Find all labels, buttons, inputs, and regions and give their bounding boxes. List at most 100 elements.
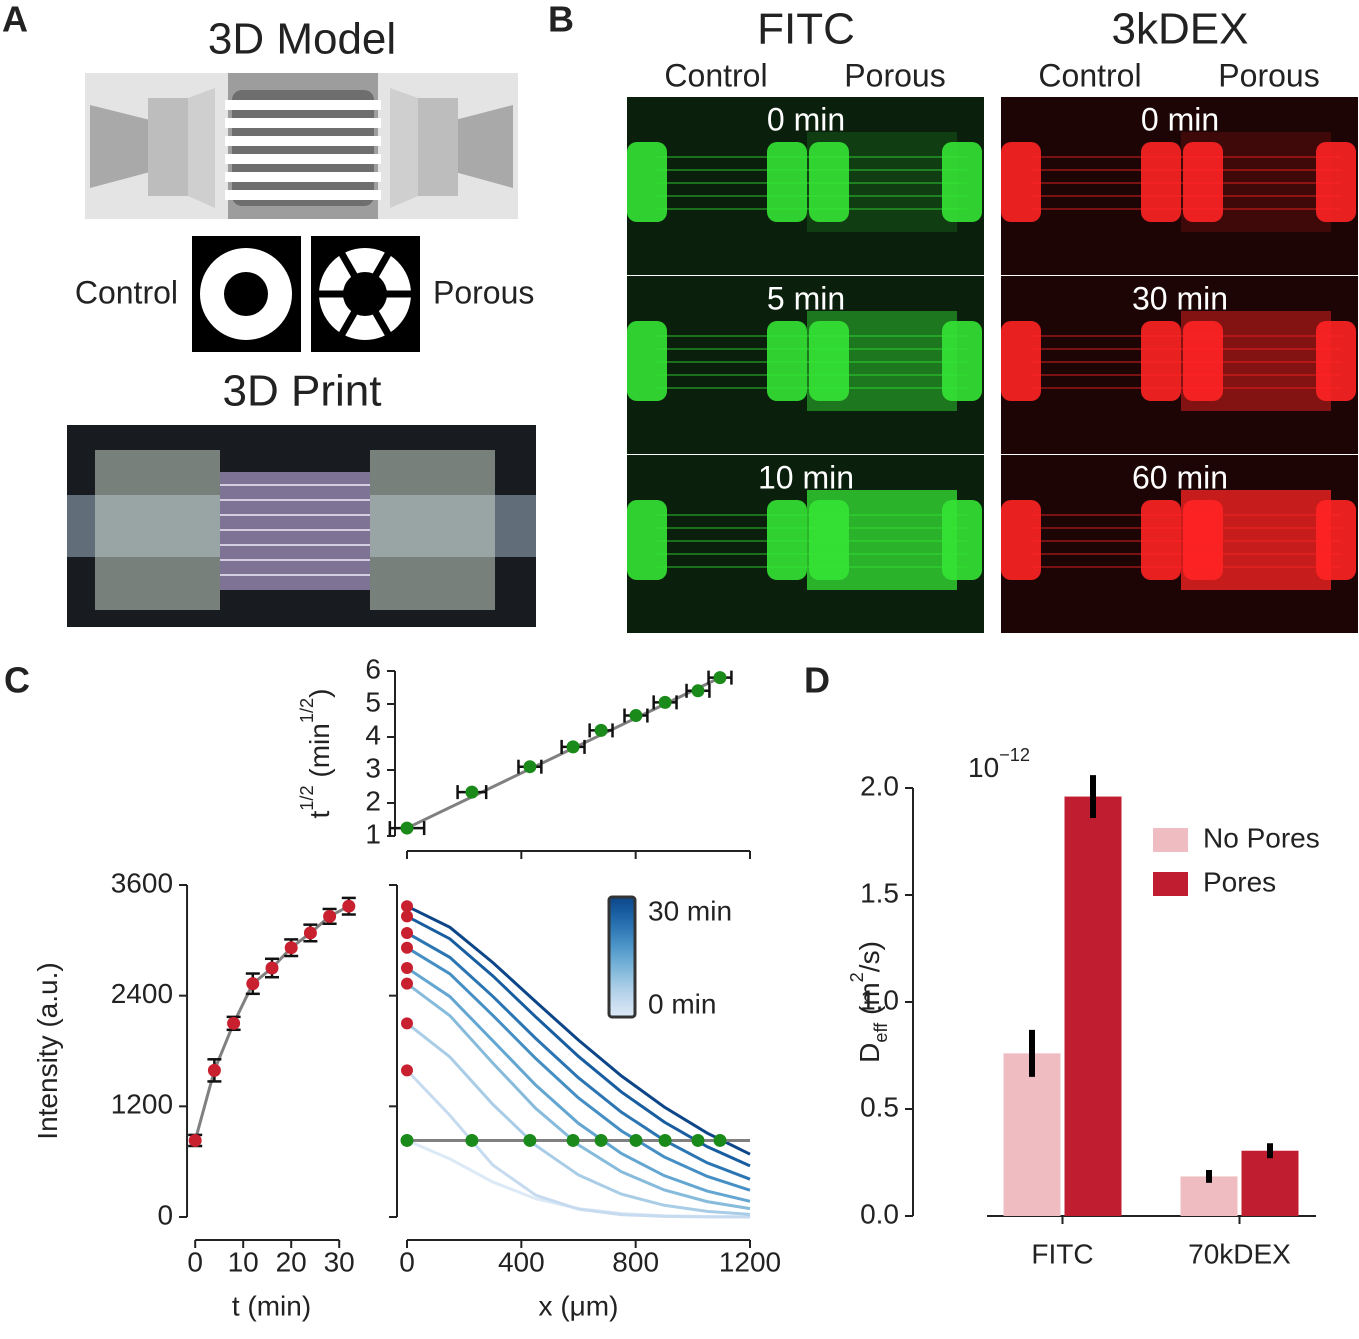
chamber-glow <box>1183 500 1223 580</box>
panel-label: A <box>2 0 28 40</box>
label-part: /s) <box>854 941 885 972</box>
x-tick-label: 10 <box>228 1246 259 1277</box>
point <box>227 1016 241 1030</box>
chamber-glow <box>1001 142 1041 222</box>
chamber-glow <box>1316 500 1356 580</box>
chamber-glow <box>767 321 807 401</box>
y-tick-label: 0.0 <box>860 1198 899 1229</box>
panel-label: C <box>4 660 30 701</box>
chamber-glow <box>809 500 849 580</box>
point <box>303 926 317 940</box>
chamber-glow <box>1001 321 1041 401</box>
point <box>342 899 356 913</box>
connector <box>455 105 513 188</box>
bar <box>1241 1150 1299 1216</box>
x-tick-label: FITC <box>1031 1238 1093 1269</box>
y-tick-label: 1.5 <box>860 877 899 908</box>
surface-point <box>401 910 413 923</box>
point <box>566 740 580 754</box>
label-part: Intensity (a.u.) <box>32 962 63 1139</box>
y-tick-label: 2.0 <box>860 770 899 801</box>
time-label: 0 min <box>1141 101 1219 137</box>
label-part: ) <box>304 689 335 698</box>
y-tick-label: 0.5 <box>860 1091 899 1122</box>
y-tick-label: 5 <box>365 686 381 717</box>
group-title: 3kDEX <box>1112 5 1249 54</box>
print-photo <box>67 425 536 627</box>
front-point <box>629 1133 643 1147</box>
surface-point <box>401 1064 413 1077</box>
y-tick-label: 2 <box>365 785 381 816</box>
chamber-glow <box>767 142 807 222</box>
fluorescence-image <box>627 97 984 275</box>
connector <box>418 98 458 196</box>
point <box>658 695 672 709</box>
chamber-glow <box>1316 321 1356 401</box>
axis-label: t1/2 (min1/2) <box>297 689 336 819</box>
point <box>188 1133 202 1147</box>
point <box>465 785 479 799</box>
point <box>323 909 337 923</box>
bar <box>1180 1176 1238 1216</box>
fluorescence-image <box>1001 276 1358 454</box>
section-label: Control <box>75 274 178 310</box>
chamber-glow <box>809 142 849 222</box>
connector <box>148 98 188 196</box>
label-part: 10 <box>968 752 999 783</box>
chamber-glow <box>809 321 849 401</box>
y-tick-label: 1.0 <box>860 984 899 1015</box>
x-tick-label: 0 <box>187 1246 203 1277</box>
point <box>713 671 727 685</box>
panel-label: B <box>548 0 574 40</box>
control-lumen <box>224 272 268 316</box>
x-axis-label: x (μm) <box>539 1290 619 1321</box>
label-part: −12 <box>999 745 1030 765</box>
section-label: Porous <box>433 274 534 310</box>
chamber-glow <box>1141 142 1181 222</box>
y-tick-label: 3 <box>365 752 381 783</box>
y-tick-label: 0 <box>157 1199 173 1230</box>
x-tick-label: 20 <box>276 1246 307 1277</box>
label-part: 1/2 <box>297 785 317 810</box>
column-label: Porous <box>1218 57 1319 93</box>
x-tick-label: 0 <box>399 1246 415 1277</box>
x-tick-label: 30 <box>324 1246 355 1277</box>
front-point <box>566 1133 580 1147</box>
series-line <box>405 1069 751 1219</box>
y-tick-label: 4 <box>365 719 381 750</box>
chamber-glow <box>627 142 667 222</box>
front-point <box>691 1133 705 1147</box>
point <box>523 760 537 774</box>
front-point <box>713 1133 727 1147</box>
series-line <box>406 946 751 1192</box>
series-line <box>406 966 751 1203</box>
chamber-glow <box>1141 321 1181 401</box>
point <box>629 709 643 723</box>
surface-point <box>401 977 413 990</box>
axis-label: Deff (m2/s) <box>847 941 891 1063</box>
time-label: 30 min <box>1132 280 1228 316</box>
connector <box>188 88 215 208</box>
surface-point <box>401 941 413 954</box>
chamber-glow <box>1183 142 1223 222</box>
panel-label: D <box>804 660 830 701</box>
fluorescence-image <box>1001 97 1358 275</box>
series-line <box>406 904 751 1156</box>
series-line <box>193 904 350 1141</box>
point <box>207 1063 221 1077</box>
point <box>691 684 705 698</box>
bar <box>1064 796 1122 1216</box>
model-render <box>85 73 518 219</box>
column-label: Control <box>664 57 767 93</box>
fit-line <box>406 676 721 830</box>
y-tick-label: 1 <box>365 818 381 849</box>
x-tick-label: 400 <box>498 1246 545 1277</box>
surface-point <box>401 900 413 913</box>
bar <box>1003 1053 1061 1216</box>
column-label: Control <box>1038 57 1141 93</box>
series-line <box>406 1022 751 1216</box>
point <box>246 977 260 991</box>
series-line <box>406 931 751 1181</box>
chamber-glow <box>767 500 807 580</box>
